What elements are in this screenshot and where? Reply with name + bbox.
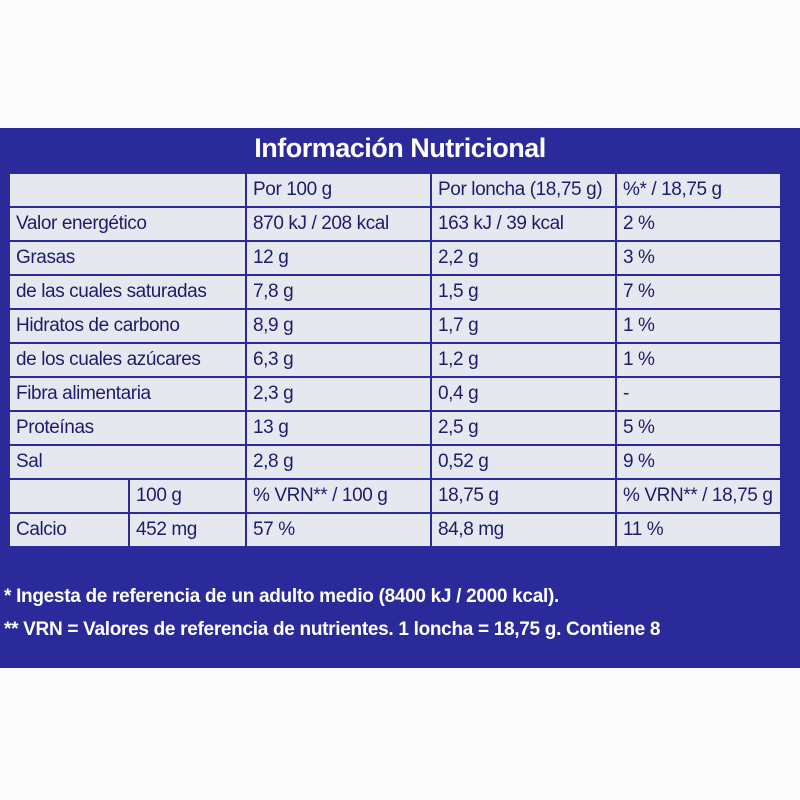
value-cell: 8,9 g [245,308,432,344]
value-cell: 7 % [615,274,782,310]
title: Información Nutricional [254,133,546,163]
row-label: de los cuales azúcares [8,342,247,378]
value-cell: 12 g [245,240,432,276]
column-header: Por 100 g [245,172,432,208]
value-cell: 11 % [615,512,782,548]
value-cell: 1 % [615,342,782,378]
column-header: %* / 18,75 g [615,172,782,208]
value-cell: 5 % [615,410,782,446]
value-cell: - [615,376,782,412]
value-cell: 7,8 g [245,274,432,310]
table-row: Fibra alimentaria 2,3 g 0,4 g- [8,376,782,412]
row-label: Fibra alimentaria [8,376,247,412]
value-cell: 870 kJ / 208 kcal [245,206,432,242]
value-cell: 2 % [615,206,782,242]
value-cell: 3 % [615,240,782,276]
value-cell: 13 g [245,410,432,446]
value-cell: 1,2 g [430,342,617,378]
value-cell: 9 % [615,444,782,480]
row-label: Valor energético [8,206,247,242]
value-cell: 2,5 g [430,410,617,446]
value-cell: 2,8 g [245,444,432,480]
column-header: Por loncha (18,75 g) [430,172,617,208]
value-cell: 452 mg [128,512,247,548]
row-label: Grasas [8,240,247,276]
empty-cell [8,172,247,208]
value-cell: 57 % [245,512,432,548]
nutrition-table: Por 100 g Por loncha (18,75 g) %* / 18,75 … [8,172,782,548]
column-header: % VRN** / 18,75 g [615,478,782,514]
value-cell: 163 kJ / 39 kcal [430,206,617,242]
table-row: Calcio 452 mg 57 % 84,8 mg 11 % [8,512,782,548]
empty-cell [8,478,130,514]
row-label: de las cuales saturadas [8,274,247,310]
column-header: 100 g [128,478,247,514]
table-row: Valor energético 870 kJ / 208 kcal 163 kJ … [8,206,782,242]
value-cell: 1 % [615,308,782,344]
footnote: ** VRN = Valores de referencia de nutrie… [4,619,661,640]
table-row: 100 g% VRN** / 100 g 18,75 g% VRN** / 18,… [8,478,782,514]
value-cell: 84,8 mg [430,512,617,548]
value-cell: 0,52 g [430,444,617,480]
row-label: Sal [8,444,247,480]
value-cell: 1,7 g [430,308,617,344]
value-cell: 1,5 g [430,274,617,310]
column-header: 18,75 g [430,478,617,514]
value-cell: 2,2 g [430,240,617,276]
footnote: * Ingesta de referencia de un adulto med… [4,586,559,607]
row-label: Proteínas [8,410,247,446]
value-cell: 6,3 g [245,342,432,378]
row-label: Calcio [8,512,130,548]
value-cell: 0,4 g [430,376,617,412]
table-row: Por 100 g Por loncha (18,75 g) %* / 18,75 … [8,172,782,208]
column-header: % VRN** / 100 g [245,478,432,514]
value-cell: 2,3 g [245,376,432,412]
row-label: Hidratos de carbono [8,308,247,344]
